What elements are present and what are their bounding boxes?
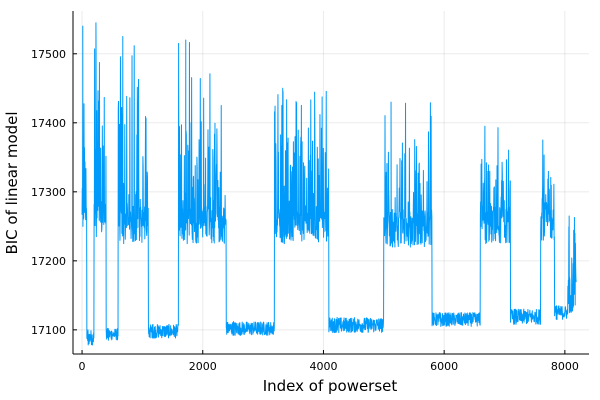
y-tick-label: 17300 [31,186,66,199]
series-line [81,22,577,346]
y-tick-label: 17100 [31,324,66,337]
y-axis-label: BIC of linear model [3,111,21,254]
y-tick-label: 17500 [31,48,66,61]
x-axis-label: Index of powerset [263,377,398,395]
x-tick-label: 4000 [309,360,337,373]
data-layer [81,22,577,346]
axis-layer: 0 2000 4000 6000 8000 17100 17200 17300 17400 175… [31,11,589,373]
x-tick-label: 0 [79,360,86,373]
x-tick-label: 2000 [189,360,217,373]
x-tick-label: 8000 [551,360,579,373]
y-tick-label: 17200 [31,255,66,268]
y-tick-label: 17400 [31,117,66,130]
x-tick-label: 6000 [430,360,458,373]
grid-layer [73,11,589,354]
